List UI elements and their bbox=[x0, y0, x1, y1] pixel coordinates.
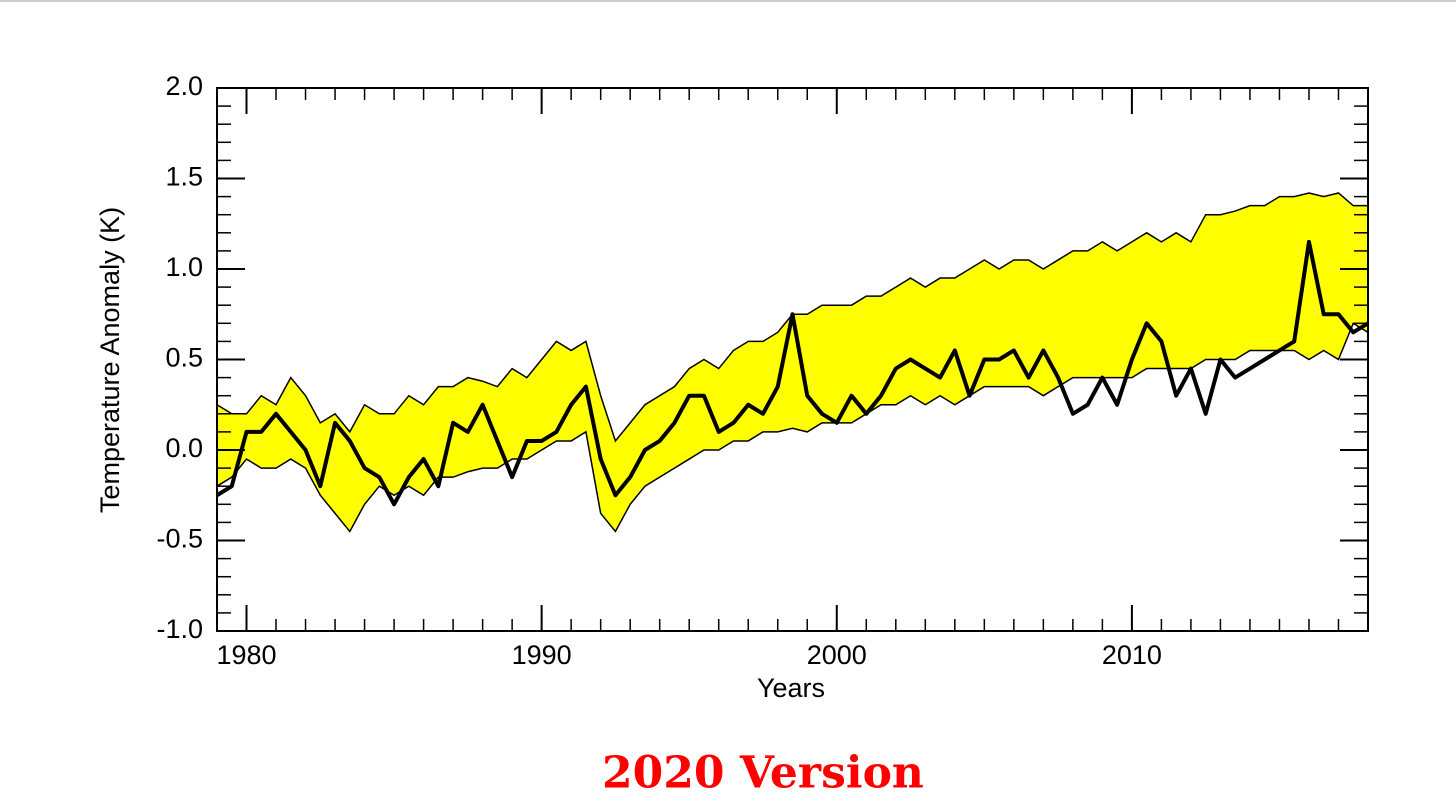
x-axis-label: Years bbox=[757, 673, 825, 703]
x-tick-label: 1990 bbox=[512, 640, 572, 670]
y-tick-label: -0.5 bbox=[156, 524, 203, 554]
x-tick-label: 2000 bbox=[807, 640, 867, 670]
chart-title: 2020 Version bbox=[602, 748, 924, 799]
x-tick-label: 2010 bbox=[1102, 640, 1162, 670]
data-line bbox=[215, 239, 1370, 507]
band-edge bbox=[216, 322, 1369, 533]
x-tick-label: 1980 bbox=[216, 640, 276, 670]
y-axis-label: Temperature Anomaly (K) bbox=[95, 207, 125, 513]
y-tick-label: 2.0 bbox=[165, 71, 203, 101]
y-tick-label: -1.0 bbox=[156, 614, 203, 644]
y-tick-label: 1.0 bbox=[165, 252, 203, 282]
y-tick-label: 1.5 bbox=[165, 162, 203, 192]
y-tick-label: 0.5 bbox=[165, 343, 203, 373]
band-area bbox=[217, 192, 1368, 532]
y-tick-label: 0.0 bbox=[165, 433, 203, 463]
